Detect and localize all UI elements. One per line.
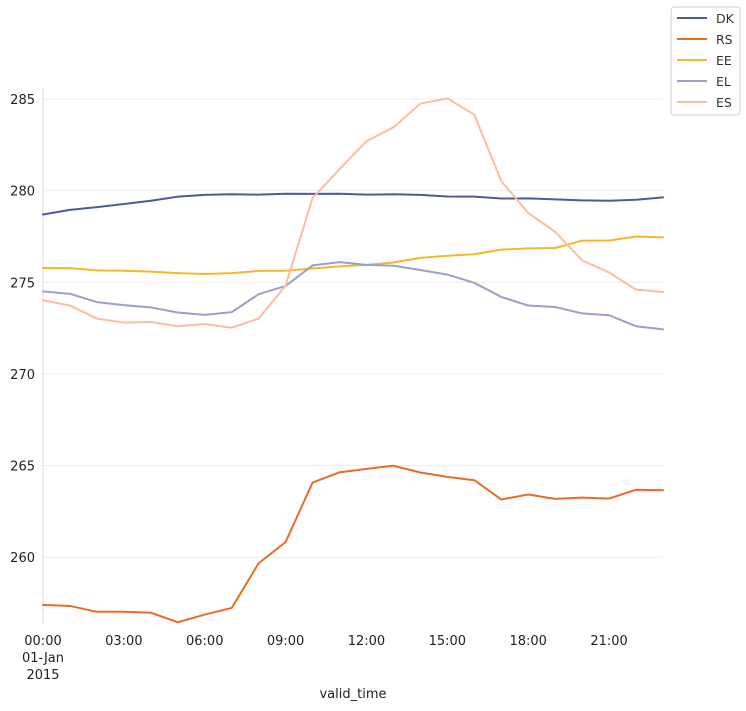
legend-label-es: ES bbox=[716, 95, 732, 110]
x-tick-label: 18:00 bbox=[509, 634, 546, 649]
x-tick-label: 09:00 bbox=[267, 634, 304, 649]
x-tick-label: 03:00 bbox=[105, 634, 142, 649]
legend-label-el: EL bbox=[716, 74, 731, 89]
series-line-rs bbox=[42, 464, 664, 624]
legend: DK RS EE EL ES bbox=[670, 6, 741, 116]
x-axis-label: valid_time bbox=[319, 687, 386, 702]
x-tick-label-line: 18:00 bbox=[509, 634, 546, 649]
y-tick-label: 280 bbox=[10, 185, 35, 200]
gridlines bbox=[43, 98, 663, 558]
x-tick-label-line: 06:00 bbox=[186, 634, 223, 649]
x-tick-label: 12:00 bbox=[348, 634, 385, 649]
y-tick-label: 270 bbox=[10, 368, 35, 383]
x-tick-label-line: 01-Jan bbox=[22, 651, 64, 666]
x-tick-label-line: 2015 bbox=[26, 668, 59, 683]
y-axis-ticks: 260 265 270 275 280 285 bbox=[10, 93, 35, 566]
y-tick-label: 285 bbox=[10, 93, 35, 108]
x-tick-label: 06:00 bbox=[186, 634, 223, 649]
x-tick-label-line: 12:00 bbox=[348, 634, 385, 649]
y-tick-label: 260 bbox=[10, 551, 35, 566]
x-tick-label: 21:00 bbox=[590, 634, 627, 649]
y-tick-label: 275 bbox=[10, 276, 35, 291]
y-tick-label: 265 bbox=[10, 460, 35, 475]
series-line-el bbox=[42, 261, 664, 331]
x-tick-label: 15:00 bbox=[429, 634, 466, 649]
legend-label-rs: RS bbox=[716, 32, 733, 47]
x-tick-label-line: 00:00 bbox=[24, 634, 61, 649]
x-tick-label-line: 09:00 bbox=[267, 634, 304, 649]
x-tick-label-line: 21:00 bbox=[590, 634, 627, 649]
legend-label-dk: DK bbox=[716, 11, 735, 26]
x-tick-label-line: 03:00 bbox=[105, 634, 142, 649]
x-axis-ticks: 00:00 01-Jan 2015 03:00 06:00 09:00 12:00 15:00… bbox=[22, 634, 628, 683]
series-lines bbox=[42, 97, 664, 624]
x-tick-label-line: 15:00 bbox=[429, 634, 466, 649]
x-tick-label: 00:00 01-Jan 2015 bbox=[22, 634, 64, 683]
series-line-dk bbox=[42, 192, 664, 216]
legend-label-ee: EE bbox=[716, 53, 732, 68]
series-line-es bbox=[42, 97, 664, 329]
series-line-ee bbox=[42, 235, 664, 276]
